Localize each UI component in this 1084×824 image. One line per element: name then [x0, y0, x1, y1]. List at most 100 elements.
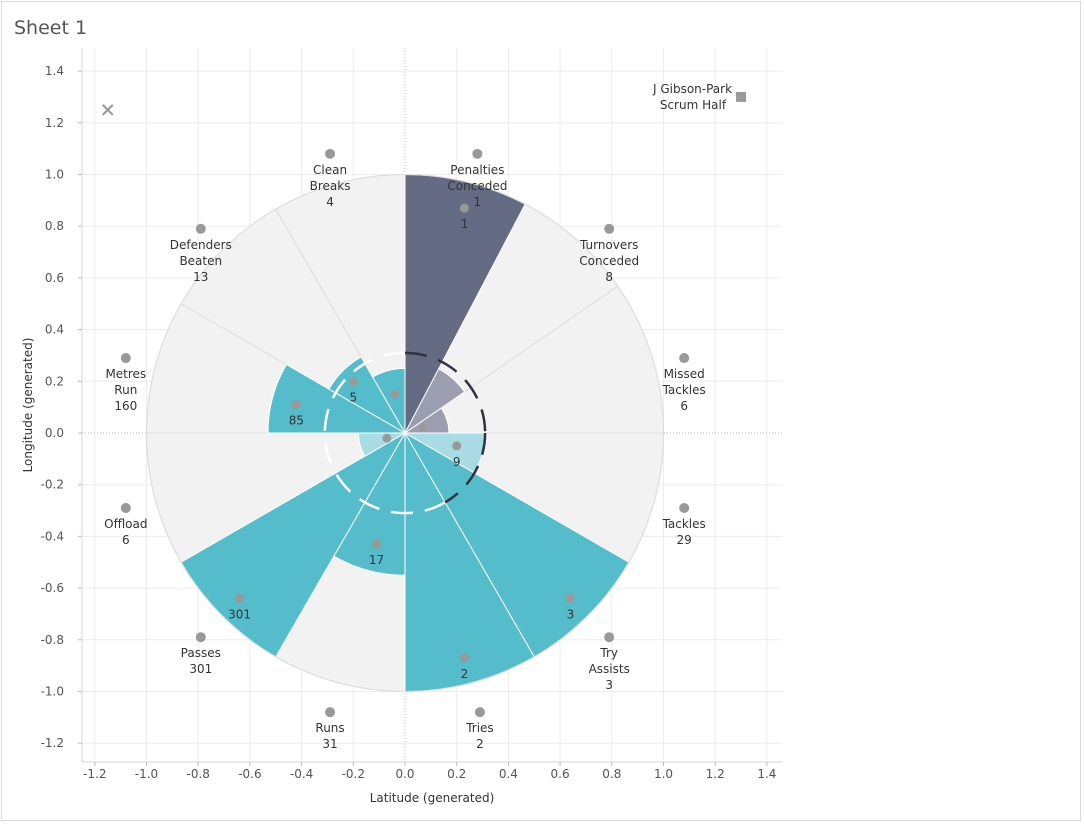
- category-label: 13: [193, 270, 208, 284]
- reference-ring-dark: [404, 351, 487, 434]
- category-label: Defenders: [170, 238, 232, 252]
- category-marker: [472, 148, 483, 159]
- x-tick-label: 0.0: [395, 767, 414, 781]
- value-marker: [291, 400, 301, 410]
- y-tick-label: -0.8: [41, 633, 64, 647]
- y-tick-label: 0.6: [45, 271, 64, 285]
- category-marker: [120, 502, 131, 513]
- category-label: Offload: [104, 517, 147, 531]
- category-marker: [679, 502, 690, 513]
- category-marker: [679, 353, 690, 364]
- category-marker: [325, 148, 336, 159]
- value-label: 3: [567, 607, 575, 621]
- category-label: Clean: [313, 163, 347, 177]
- value-marker: [372, 539, 382, 549]
- category-label: Missed: [664, 367, 705, 381]
- value-marker: [459, 203, 469, 213]
- category-label: Conceded: [447, 179, 507, 193]
- category-marker: [604, 632, 615, 643]
- sector-layer: [145, 173, 665, 693]
- category-label: 1: [474, 195, 482, 209]
- y-tick-label: 0.4: [45, 323, 64, 337]
- category-label: Breaks: [310, 179, 351, 193]
- value-label: 5: [349, 390, 357, 404]
- center-marker: [382, 434, 391, 443]
- sector-bar: [372, 367, 406, 435]
- sector-bar: [267, 363, 407, 434]
- x-tick-label: 0.8: [602, 767, 621, 781]
- player-position: Scrum Half: [660, 98, 727, 112]
- player-marker: [736, 91, 747, 102]
- close-icon: [102, 104, 114, 116]
- category-label: 301: [189, 662, 212, 676]
- outer-circle: [146, 174, 664, 692]
- category-label: Passes: [181, 646, 221, 660]
- tick-layer: -1.2 -1.0 -0.8 -0.6 -0.4 -0.2 0.0 0.2 0.4 0.6 0.8 1…: [41, 64, 777, 781]
- x-tick-label: -0.2: [342, 767, 365, 781]
- y-tick-label: -1.0: [41, 685, 64, 699]
- y-tick-label: 1.2: [45, 116, 64, 130]
- y-tick-label: -1.2: [41, 736, 64, 750]
- ring-layer: [323, 351, 487, 515]
- x-tick-label: 1.0: [654, 767, 673, 781]
- category-label: Metres: [105, 367, 146, 381]
- x-tick-label: -0.6: [238, 767, 261, 781]
- y-tick-label: 1.0: [45, 168, 64, 182]
- value-marker: [235, 593, 245, 603]
- x-tick-label: -0.8: [186, 767, 209, 781]
- value-label: 9: [453, 455, 461, 469]
- category-marker: [604, 223, 615, 234]
- y-tick-label: 0.0: [45, 426, 64, 440]
- category-label: Penalties: [450, 163, 504, 177]
- x-tick-label: 0.2: [447, 767, 466, 781]
- x-tick-label: -1.0: [135, 767, 158, 781]
- value-marker: [565, 593, 575, 603]
- category-label: 3: [605, 678, 613, 692]
- category-label: Turnovers: [579, 238, 638, 252]
- value-marker: [348, 376, 358, 386]
- category-label: Tries: [465, 721, 493, 735]
- category-marker: [474, 707, 485, 718]
- value-label: 1: [461, 217, 469, 231]
- category-label: 2: [476, 737, 484, 751]
- value-label: 301: [228, 607, 251, 621]
- y-tick-label: 1.4: [45, 64, 64, 78]
- category-label: 6: [122, 533, 130, 547]
- y-tick-label: -0.2: [41, 478, 64, 492]
- y-tick-label: 0.8: [45, 219, 64, 233]
- category-label: 6: [680, 399, 688, 413]
- sheet-title: Sheet 1: [14, 17, 88, 39]
- center-marker: [419, 423, 428, 432]
- x-tick-label: -0.4: [290, 767, 313, 781]
- sector-bar: [404, 368, 466, 434]
- value-label: 17: [369, 553, 384, 567]
- category-label: Tackles: [662, 517, 706, 531]
- category-label: Conceded: [579, 254, 639, 268]
- marker-layer: [102, 91, 747, 718]
- player-name: J Gibson-Park: [652, 82, 732, 96]
- y-tick-label: 0.2: [45, 374, 64, 388]
- value-label: 85: [289, 414, 304, 428]
- category-marker: [195, 223, 206, 234]
- reference-ring-dark: [444, 432, 487, 504]
- value-marker: [459, 653, 469, 663]
- category-label: 160: [114, 399, 137, 413]
- y-tick-label: -0.6: [41, 581, 64, 595]
- y-axis-title: Longitude (generated): [21, 338, 35, 473]
- x-tick-label: -1.2: [83, 767, 106, 781]
- category-label: Run: [114, 383, 137, 397]
- y-tick-label: -0.4: [41, 529, 64, 543]
- x-tick-label: 0.6: [551, 767, 570, 781]
- x-axis-title: Latitude (generated): [370, 791, 495, 805]
- value-marker: [452, 441, 462, 451]
- category-label: Try: [599, 646, 618, 660]
- reference-ring-light: [323, 351, 446, 515]
- x-tick-label: 0.4: [499, 767, 518, 781]
- category-label: 8: [605, 270, 613, 284]
- x-tick-label: 1.4: [757, 767, 776, 781]
- category-label: 29: [677, 533, 692, 547]
- value-label: 2: [461, 667, 469, 681]
- category-label: Tackles: [662, 383, 706, 397]
- category-label: Assists: [589, 662, 630, 676]
